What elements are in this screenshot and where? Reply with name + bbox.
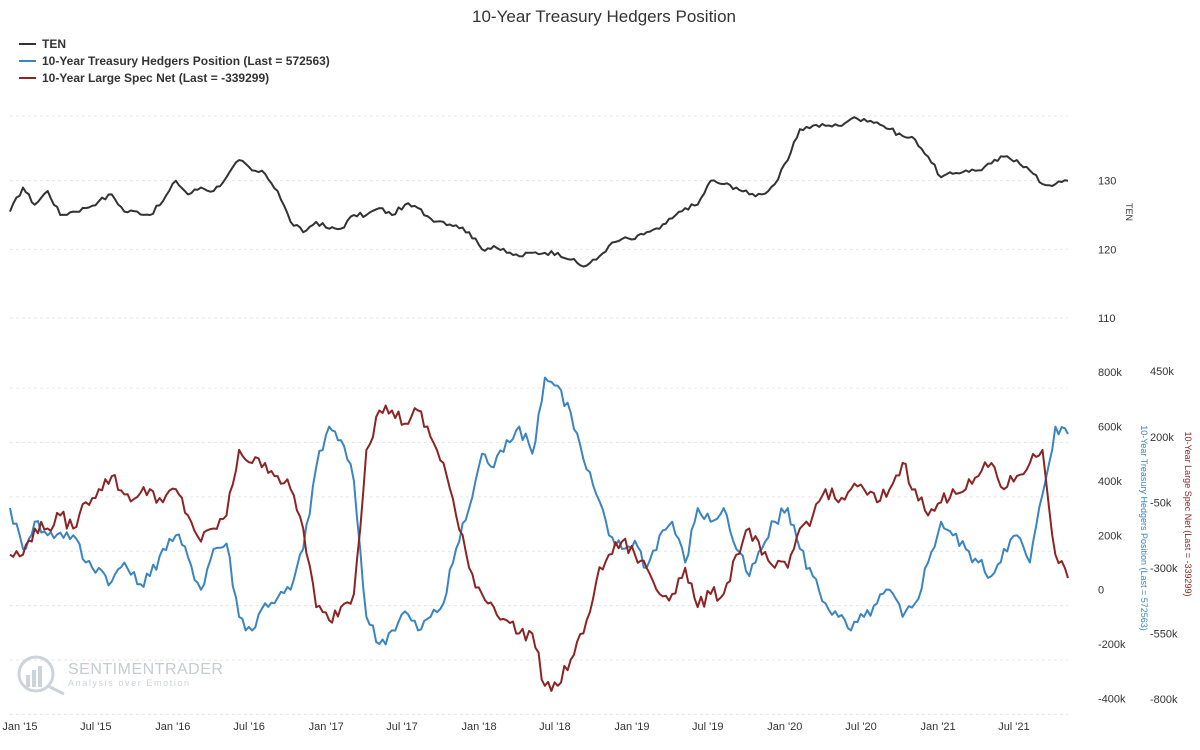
y-tick-label-spec: -300k: [1150, 563, 1178, 575]
series-layer: [9, 116, 1069, 692]
legend-item[interactable]: 10-Year Treasury Hedgers Position (Last …: [19, 54, 330, 68]
x-tick-label: Jan '20: [767, 721, 802, 733]
x-tick-label: Jan '15: [2, 721, 37, 733]
y-axis-title-ten: TEN: [1124, 203, 1134, 221]
x-tick-label: Jan '18: [461, 721, 496, 733]
watermark: SENTIMENTRADER Analysis over Emotion: [17, 655, 223, 696]
x-tick-label: Jul '20: [845, 721, 876, 733]
y-tick-label-hedgers: -200k: [1098, 639, 1126, 651]
x-tick-label: Jan '21: [921, 721, 956, 733]
x-tick-label: Jul '18: [539, 721, 570, 733]
y-tick-label-ten: 110: [1098, 313, 1116, 325]
grid: [10, 115, 1068, 715]
x-tick-label: Jan '16: [155, 721, 190, 733]
y-tick-label-hedgers: 600k: [1098, 422, 1122, 434]
chart-title: 10-Year Treasury Hedgers Position: [472, 7, 736, 26]
y-tick-label-hedgers: 0: [1098, 585, 1104, 597]
x-tick-label: Jul '15: [80, 721, 111, 733]
series-line-spec: [9, 404, 1069, 692]
y-tick-label-spec: -550k: [1150, 628, 1178, 640]
y-tick-label-spec: 450k: [1150, 366, 1174, 378]
watermark-tagline: Analysis over Emotion: [68, 678, 191, 688]
y-axes: 110 120 130 -400k -200k 0 200k 400k 600k 800k -800…: [1098, 176, 1178, 706]
y-tick-label-ten: 130: [1098, 176, 1116, 188]
y-tick-label-hedgers: 400k: [1098, 476, 1122, 488]
y-tick-label-spec: -50k: [1150, 497, 1172, 509]
series-line-ten: [9, 116, 1069, 268]
x-tick-label: Jul '19: [692, 721, 723, 733]
y-tick-label-spec: -800k: [1150, 694, 1178, 706]
y-tick-label-hedgers: 200k: [1098, 530, 1122, 542]
y-tick-label-ten: 120: [1098, 244, 1116, 256]
watermark-logo-icon: [17, 655, 65, 696]
x-tick-label: Jan '17: [309, 721, 344, 733]
x-tick-label: Jul '21: [998, 721, 1029, 733]
x-tick-label: Jan '19: [614, 721, 649, 733]
legend-item[interactable]: 10-Year Large Spec Net (Last = -339299): [19, 71, 269, 85]
y-tick-label-hedgers: -400k: [1098, 693, 1126, 705]
x-tick-label: Jul '17: [386, 721, 417, 733]
x-tick-label: Jul '16: [233, 721, 264, 733]
y-axis-title-spec: 10-Year Large Spec Net (Last = -339299): [1183, 431, 1193, 596]
legend-label: TEN: [42, 37, 66, 51]
y-tick-label-spec: 200k: [1150, 432, 1174, 444]
y-axis-title-hedgers: 10-Year Treasury Hedgers Position (Last …: [1139, 425, 1149, 631]
legend[interactable]: TEN 10-Year Treasury Hedgers Position (La…: [19, 37, 330, 85]
legend-item[interactable]: TEN: [19, 37, 66, 51]
legend-label: 10-Year Treasury Hedgers Position (Last …: [42, 54, 330, 68]
series-line-hedgers: [9, 376, 1069, 646]
legend-label: 10-Year Large Spec Net (Last = -339299): [42, 71, 269, 85]
x-axis: Jan '15 Jul '15 Jan '16 Jul '16 Jan '17 Jul '…: [2, 721, 1029, 733]
watermark-brand: SENTIMENTRADER: [68, 661, 223, 678]
axis-titles: TEN 10-Year Treasury Hedgers Position (La…: [1124, 203, 1193, 631]
y-tick-label-hedgers: 800k: [1098, 367, 1122, 379]
